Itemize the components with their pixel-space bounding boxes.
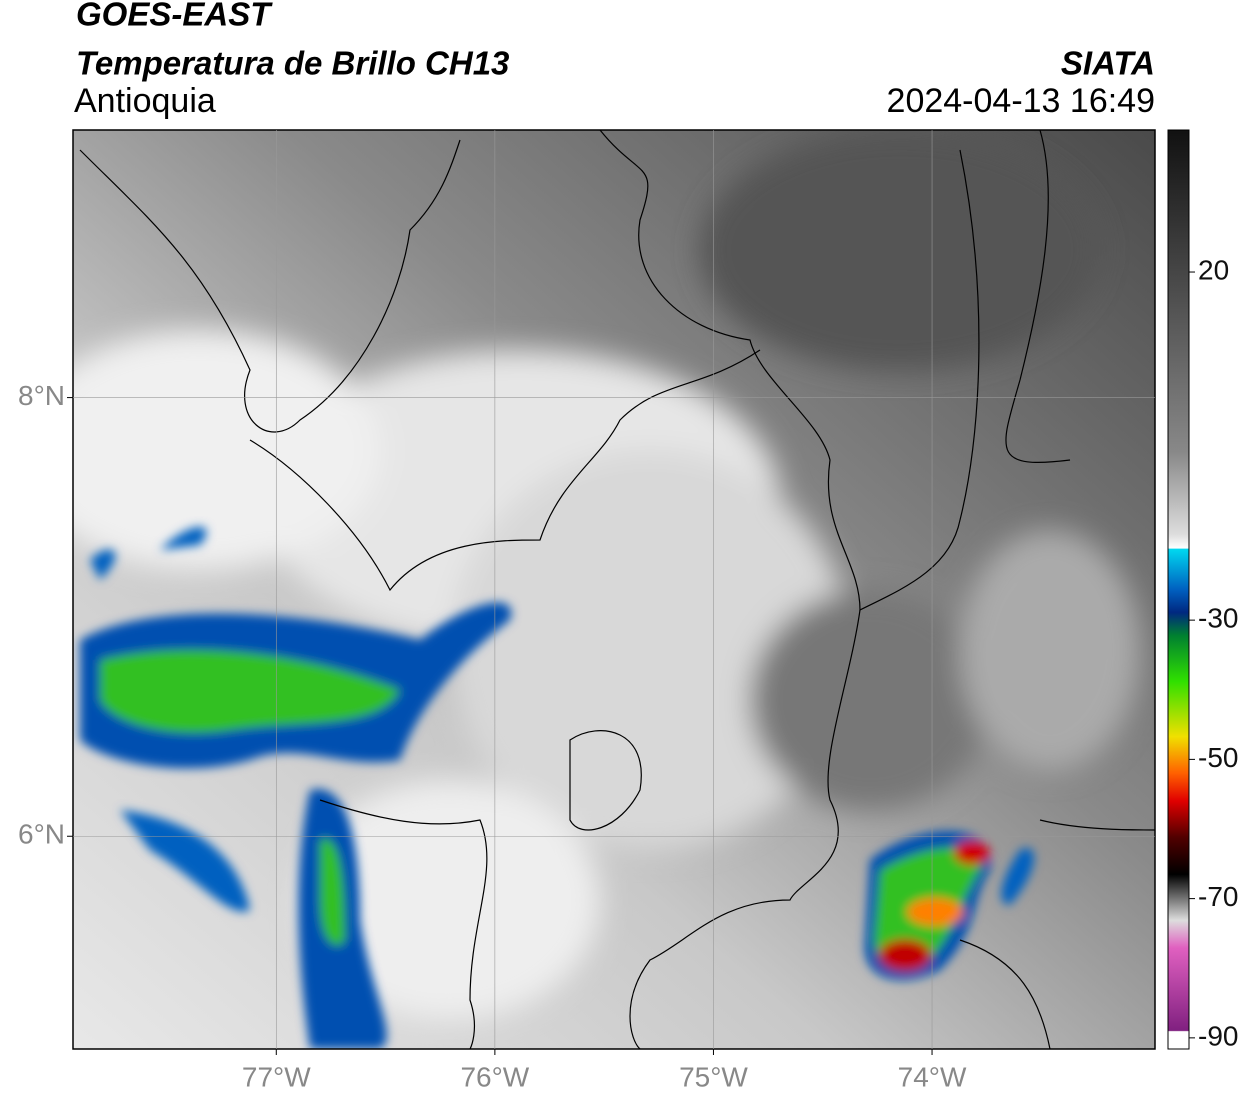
product: Temperatura de Brillo CH13 (76, 45, 509, 82)
y-tick-label: 6°N (18, 819, 65, 850)
satellite-image (73, 130, 1155, 1049)
colorbar-tick-label: -70 (1198, 881, 1238, 912)
colorbar (1167, 129, 1190, 1050)
x-tick-label: 77°W (242, 1061, 311, 1092)
boundaries (79, 130, 1155, 1049)
colorbar-tick-label: -90 (1198, 1020, 1238, 1051)
y-tick-label: 8°N (18, 380, 65, 411)
x-tick-label: 74°W (898, 1061, 967, 1092)
colorbar-tick-label: -30 (1198, 603, 1238, 634)
colorbar-tick-label: 20 (1198, 254, 1229, 285)
region: Antioquia (74, 82, 216, 120)
x-tick-label: 76°W (460, 1061, 529, 1092)
x-tick-label: 75°W (679, 1061, 748, 1092)
agency: SIATA (1061, 45, 1155, 82)
colorbar-tick-label: -50 (1198, 742, 1238, 773)
datetime: 2024-04-13 16:49 (887, 82, 1155, 120)
satellite: GOES-EAST (76, 0, 273, 33)
map-frame (72, 129, 1156, 1050)
